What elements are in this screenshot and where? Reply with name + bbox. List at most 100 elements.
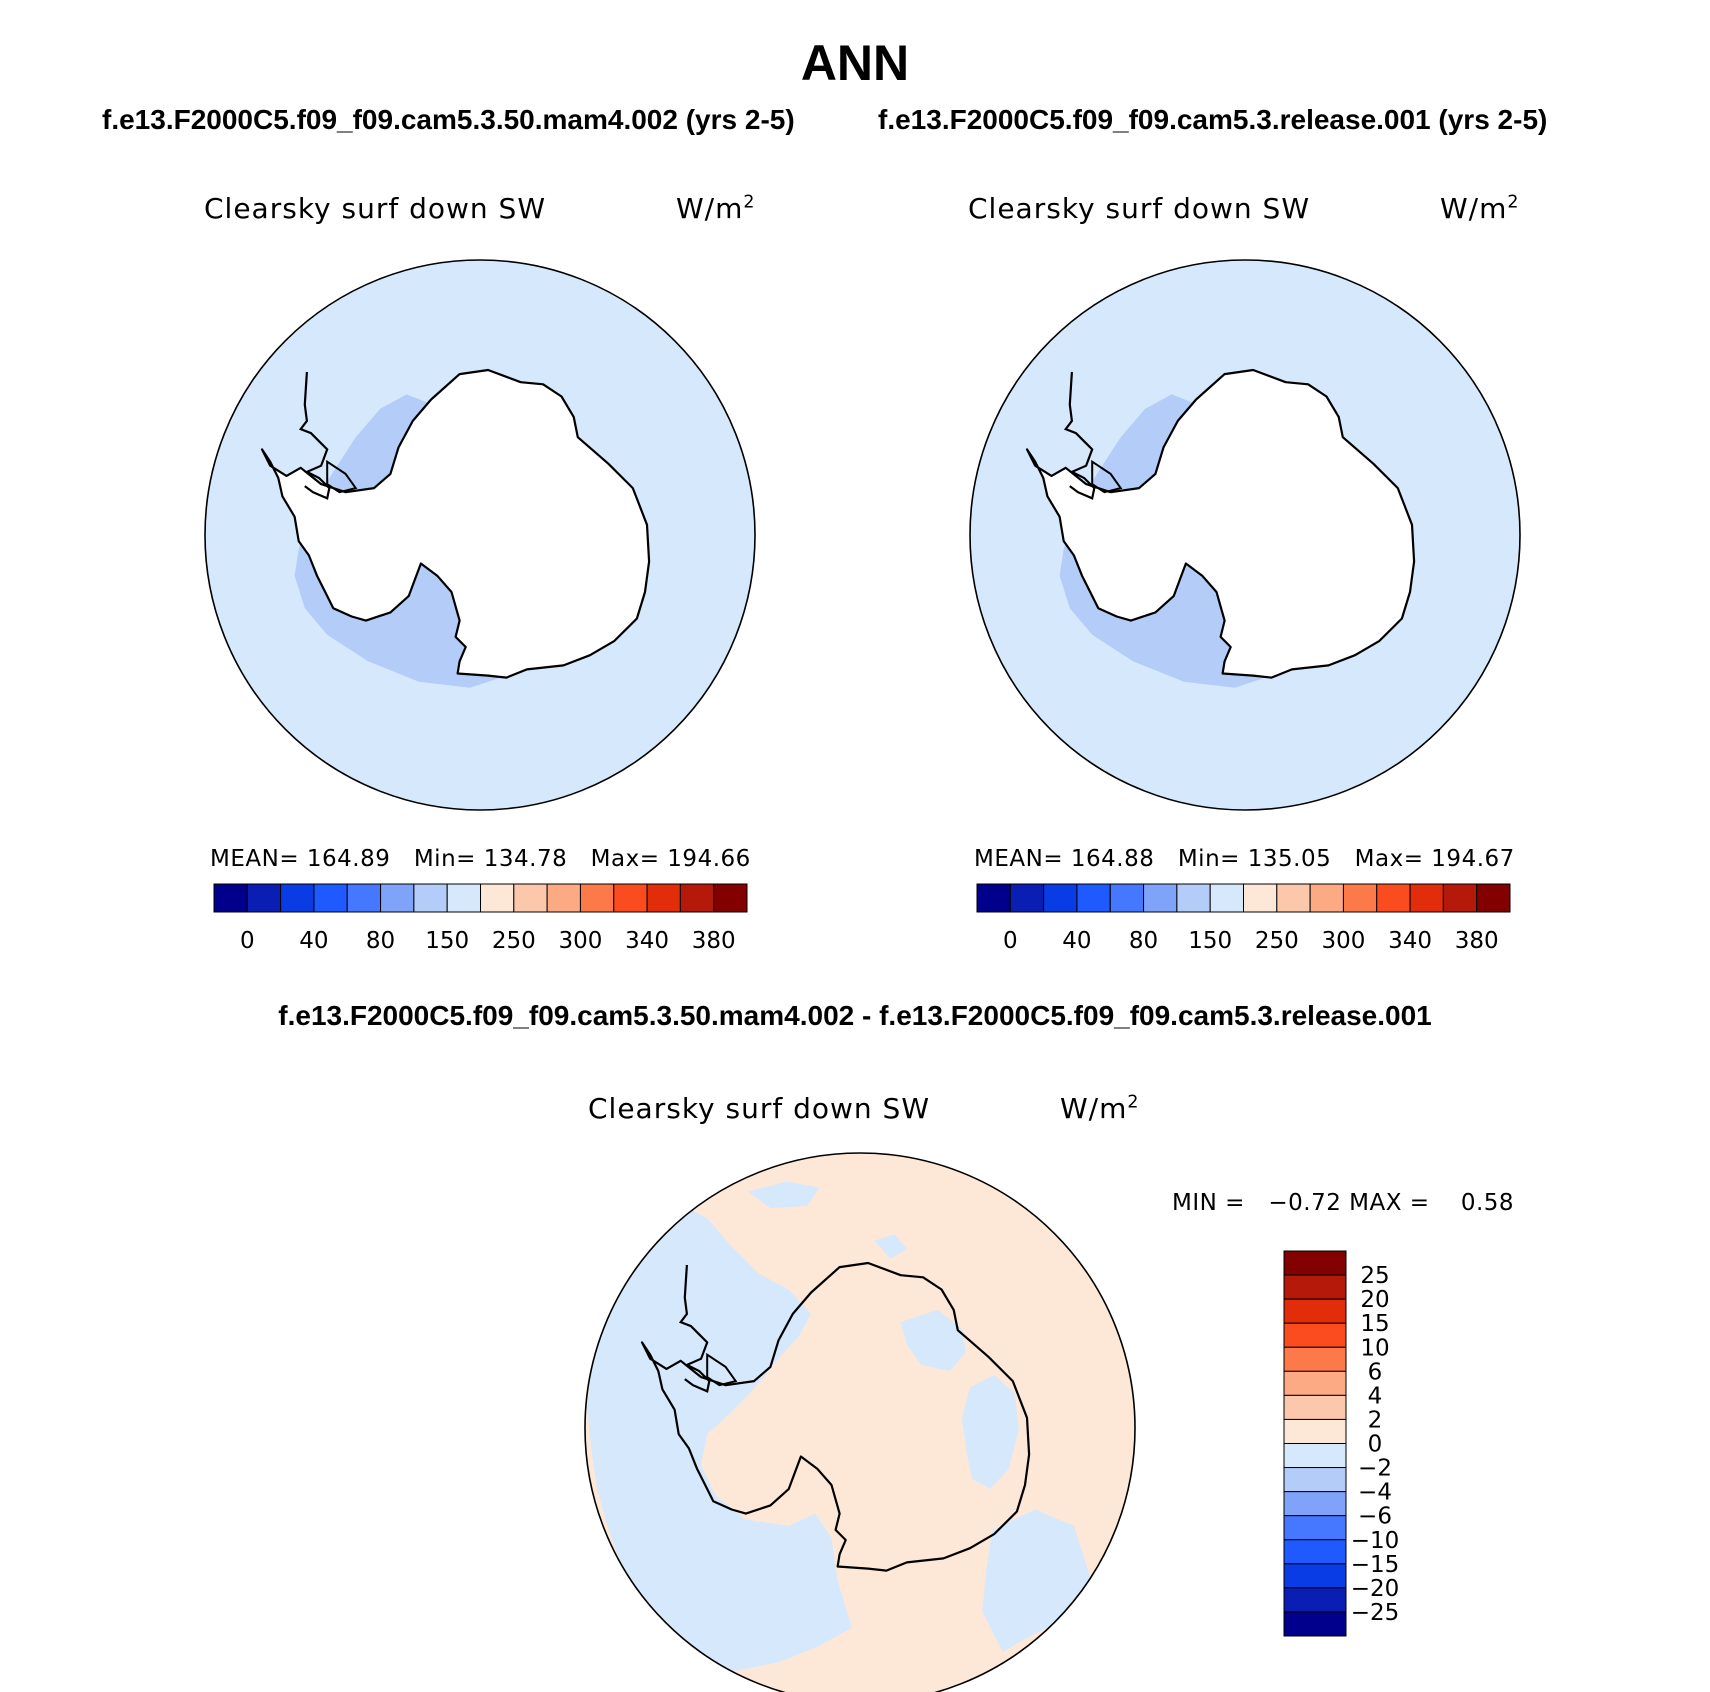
colorbar-box — [1283, 1563, 1347, 1589]
colorbar-tick-label: 25 — [1360, 1263, 1389, 1289]
colorbar-box — [1109, 883, 1145, 913]
peninsula-coastline — [1063, 371, 1096, 500]
diff-title: f.e13.F2000C5.f09_f09.cam5.3.50.mam4.002… — [278, 1000, 1432, 1031]
colorbar-box — [1309, 883, 1344, 913]
colorbar-box — [1409, 883, 1444, 913]
colorbar-box — [380, 883, 415, 913]
map-boundary — [584, 1152, 1136, 1692]
colorbar-tick-label: 300 — [558, 928, 602, 954]
map-field-3 — [585, 1153, 1135, 1692]
colorbar-box — [613, 883, 648, 913]
colorbar-box — [1283, 1418, 1347, 1444]
panel2-max-value: 194.67 — [1431, 846, 1515, 872]
colorbar-box — [1276, 883, 1311, 913]
panel3-units: W/m2 — [1060, 1092, 1139, 1125]
colorbar-box — [713, 883, 748, 913]
map-panel-1 — [204, 259, 756, 811]
diff-negative-region-5 — [748, 1181, 820, 1208]
diff-negative-region-1 — [587, 1201, 852, 1677]
panel3-min-label: MIN = — [1172, 1190, 1245, 1216]
peninsula-coastline — [678, 1264, 711, 1393]
colorbar-box — [1283, 1250, 1347, 1276]
colorbar-box — [1176, 883, 1211, 913]
colorbar-tick-label: 0 — [1368, 1432, 1383, 1458]
panel2-units-base: W/m — [1440, 192, 1508, 225]
panel1-stats: MEAN= 164.89 Min= 134.78 Max= 194.66 — [210, 846, 751, 872]
panel3-units-exp: 2 — [1127, 1092, 1140, 1113]
panel3-max-label: MAX = — [1349, 1190, 1430, 1216]
colorbar-tick-label: −25 — [1351, 1600, 1400, 1626]
colorbar-2: 0 40 80 150 250 300 340 380 — [976, 883, 1511, 954]
panel2-variable-label: Clearsky surf down SW — [968, 192, 1311, 225]
colorbar-tick-label: 2 — [1368, 1407, 1383, 1433]
colorbar-box — [1283, 1611, 1347, 1637]
panel1-units-exp: 2 — [743, 192, 756, 213]
panel2-min-label: Min= — [1177, 846, 1240, 872]
antarctic-interior — [262, 370, 650, 678]
colorbar-box — [413, 883, 448, 913]
panel2-min-value: 135.05 — [1247, 846, 1332, 872]
colorbar-tick-label: −2 — [1358, 1456, 1392, 1482]
colorbar-box — [213, 883, 248, 913]
colorbar-tick-label: 340 — [625, 928, 669, 954]
colorbar-box — [1283, 1370, 1347, 1396]
panel1-min-label: Min= — [413, 846, 476, 872]
colorbar-tick-label: 0 — [1003, 928, 1018, 954]
colorbar-box — [1283, 1539, 1347, 1565]
panel3-units-base: W/m — [1060, 1092, 1128, 1125]
colorbar-1: 0 40 80 150 250 300 340 380 — [213, 883, 748, 954]
map-field-1 — [205, 260, 755, 810]
panel1-units: W/m2 — [676, 192, 755, 225]
panel1-max-value: 194.66 — [667, 846, 751, 872]
colorbar-box — [513, 883, 548, 913]
colorbar-box — [1283, 1274, 1347, 1300]
colorbar-tick-label: 80 — [1129, 928, 1158, 954]
panel2-units-exp: 2 — [1507, 192, 1520, 213]
colorbar-box — [480, 883, 515, 913]
peninsula-coastline — [298, 371, 331, 500]
colorbar-tick-label: 150 — [1188, 928, 1232, 954]
colorbar-tick-label: −10 — [1351, 1528, 1400, 1554]
panel1-units-base: W/m — [676, 192, 744, 225]
colorbar-box — [1476, 883, 1511, 913]
colorbar-box — [1076, 883, 1111, 913]
diff-negative-region-3 — [961, 1375, 1019, 1490]
colorbar-tick-label: −6 — [1358, 1504, 1392, 1530]
panel2-mean-value: 164.88 — [1070, 846, 1155, 872]
diff-negative-region-2 — [900, 1309, 966, 1371]
panel2-mean-label: MEAN= — [974, 846, 1064, 872]
antarctic-interior — [1027, 370, 1415, 678]
colorbar-box — [1143, 883, 1178, 913]
right-case-title: f.e13.F2000C5.f09_f09.cam5.3.release.001… — [878, 104, 1548, 135]
colorbar-box — [346, 883, 382, 913]
map-panel-2 — [969, 259, 1521, 811]
colorbar-tick-label: −15 — [1351, 1552, 1400, 1578]
colorbar-tick-label: 40 — [1062, 928, 1091, 954]
colorbar-tick-label: 380 — [692, 928, 736, 954]
panel1-mean-value: 164.89 — [306, 846, 391, 872]
colorbar-box — [246, 883, 282, 913]
colorbar-box — [546, 883, 581, 913]
colorbar-tick-label: 6 — [1368, 1359, 1383, 1385]
map-panel-3 — [584, 1152, 1136, 1692]
colorbar-box — [1283, 1298, 1347, 1324]
colorbar-box — [1209, 883, 1244, 913]
colorbar-box — [280, 883, 315, 913]
ice-shelf-outline — [326, 459, 358, 494]
colorbar-box — [1283, 1394, 1347, 1420]
colorbar-tick-label: 150 — [425, 928, 469, 954]
panel2-units: W/m2 — [1440, 192, 1519, 225]
colorbar-tick-label: −20 — [1351, 1576, 1400, 1602]
colorbar-box — [976, 883, 1011, 913]
colorbar-box — [1283, 1346, 1347, 1372]
colorbar-box — [1283, 1443, 1347, 1469]
colorbar-box — [1283, 1322, 1347, 1348]
ice-shelf-outline — [706, 1352, 738, 1387]
colorbar-tick-label: 80 — [366, 928, 395, 954]
colorbar-box — [679, 883, 715, 913]
colorbar-tick-label: 15 — [1360, 1311, 1389, 1337]
map-boundary — [969, 259, 1521, 811]
panel2-max-label: Max= — [1354, 846, 1424, 872]
